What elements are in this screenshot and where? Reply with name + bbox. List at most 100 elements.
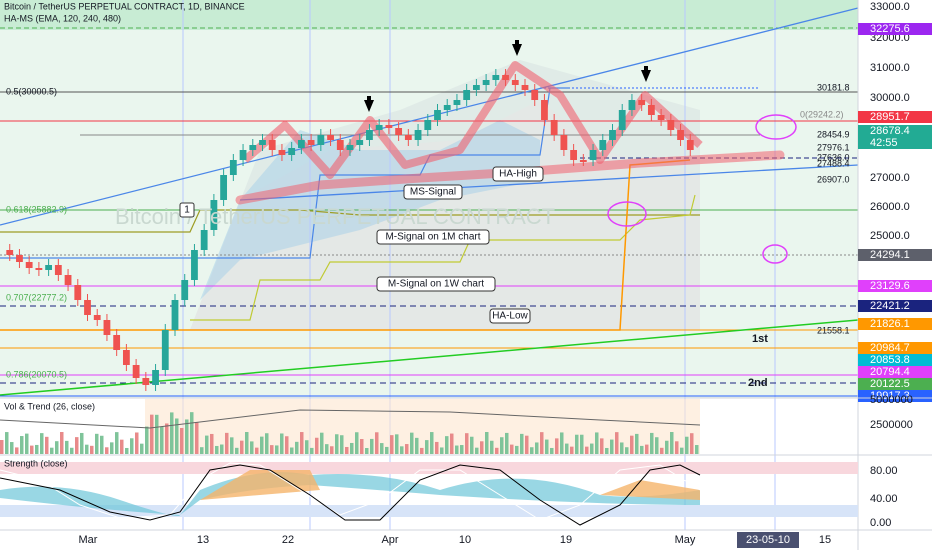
candle xyxy=(589,150,597,160)
volume-bar xyxy=(275,445,279,454)
volume-bar xyxy=(175,418,179,454)
volume-bar xyxy=(325,444,329,454)
candle xyxy=(16,255,23,262)
candle xyxy=(424,120,432,130)
candle xyxy=(297,140,305,148)
volume-bar xyxy=(105,447,109,454)
volume-bar xyxy=(130,438,134,454)
volume-bar xyxy=(460,445,464,454)
panel-zone xyxy=(0,462,858,474)
volume-bar xyxy=(335,434,339,454)
candle xyxy=(492,75,500,80)
volume-bar xyxy=(480,441,484,454)
volume-bar xyxy=(10,442,14,454)
volume-bar xyxy=(305,440,309,454)
candle xyxy=(472,85,480,90)
strength-line xyxy=(0,462,701,521)
volume-bar xyxy=(75,437,79,454)
price-label: 27000.0 xyxy=(870,172,910,184)
candle xyxy=(113,335,121,350)
candle xyxy=(74,285,82,300)
candles xyxy=(6,69,694,391)
candle xyxy=(64,275,72,285)
candle xyxy=(161,330,169,370)
panel-title: Strength (close) xyxy=(4,458,68,468)
strength-label: 0.00 xyxy=(870,517,891,529)
candle xyxy=(647,105,655,115)
candle xyxy=(511,80,519,85)
m-signal-1m xyxy=(0,209,700,233)
volume-bar xyxy=(140,443,144,454)
neckline xyxy=(235,150,785,205)
candle xyxy=(327,135,334,140)
volume-bar xyxy=(580,434,584,454)
strength-area xyxy=(200,470,700,500)
volume-bar xyxy=(395,434,399,454)
candle xyxy=(599,140,607,150)
candle xyxy=(122,350,130,365)
candle xyxy=(628,100,636,110)
candle xyxy=(560,135,568,150)
volume-bar xyxy=(660,447,664,454)
volume-bar xyxy=(560,432,564,454)
price-label: 25000.0 xyxy=(870,230,910,242)
annotation: M-Signal on 1M chart xyxy=(385,232,480,243)
time-label: 13 xyxy=(197,534,209,546)
volume-bar xyxy=(200,447,204,454)
volume-bar xyxy=(210,433,214,454)
volume-bar xyxy=(205,435,209,454)
candle xyxy=(521,85,529,90)
m-signal-1w xyxy=(190,194,696,321)
volume-bar xyxy=(615,432,619,454)
volume-bar xyxy=(585,446,589,454)
badge-label: 23129.6 xyxy=(870,280,910,292)
volume-bar xyxy=(100,435,104,454)
volume-bar xyxy=(65,440,69,454)
volume-bar xyxy=(360,439,364,454)
volume-bar xyxy=(495,447,499,454)
candle xyxy=(259,140,266,145)
candle xyxy=(638,100,646,105)
volume-bar xyxy=(125,447,129,454)
price-label: 26000.0 xyxy=(870,201,910,213)
volume-bar xyxy=(565,443,569,454)
volume-bar xyxy=(370,438,374,454)
level-label: 27976.1 xyxy=(817,142,850,152)
volume-bar xyxy=(375,432,379,454)
volume-bar xyxy=(165,423,169,454)
volume-bar xyxy=(355,432,359,454)
volume-bar xyxy=(475,447,479,454)
volume-bar xyxy=(90,445,94,454)
badge-label: 20853.8 xyxy=(870,354,910,366)
volume-bar xyxy=(440,447,444,454)
candle xyxy=(278,150,286,155)
candle xyxy=(550,120,558,135)
volume-bar xyxy=(445,436,449,454)
volume-bar xyxy=(385,446,389,454)
time-label: Apr xyxy=(381,534,398,546)
volume-bar xyxy=(415,437,419,454)
candle xyxy=(336,140,344,150)
volume-bar xyxy=(50,447,54,454)
volume-bar xyxy=(265,433,269,454)
badge-label: 24294.1 xyxy=(870,249,910,261)
price-badge xyxy=(858,249,932,261)
volume-bar xyxy=(465,433,469,454)
volume-bar xyxy=(30,445,34,454)
volume-bar xyxy=(675,441,679,454)
volume-bar xyxy=(195,422,199,454)
volume-bar xyxy=(350,442,354,454)
volume-bar xyxy=(650,432,654,454)
volume-bar xyxy=(280,433,284,454)
volume-bar xyxy=(95,433,99,454)
candle xyxy=(200,230,208,250)
volume-bar xyxy=(40,433,44,454)
panel-zone xyxy=(145,399,700,454)
volume-bar xyxy=(405,444,409,454)
volume-bar xyxy=(155,414,159,454)
level-label: 26907.0 xyxy=(817,174,850,184)
callout: MS-Signal xyxy=(403,184,463,200)
volume-bar xyxy=(25,433,29,454)
candle xyxy=(657,115,665,120)
volume-bar xyxy=(605,447,609,454)
